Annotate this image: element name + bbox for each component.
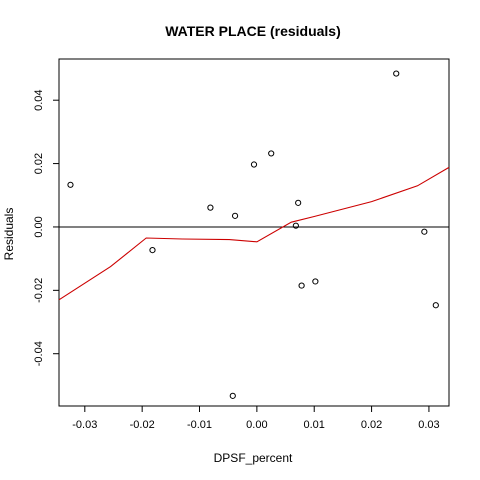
smooth-trend-line (58, 166, 450, 301)
data-point (393, 70, 400, 77)
plot-frame (58, 58, 450, 407)
data-point (229, 392, 236, 399)
x-axis-label: DPSF_percent (214, 451, 293, 465)
y-axis-label: Residuals (2, 208, 16, 261)
data-point (207, 204, 214, 211)
x-tick-label: -0.03 (72, 419, 97, 431)
data-point (312, 278, 319, 285)
y-axis: -0.04 -0.02 0.00 0.02 0.04 (33, 89, 59, 366)
x-axis: -0.03 -0.02 -0.01 0.00 0.01 0.02 0.03 (72, 406, 440, 431)
data-point (298, 282, 305, 289)
x-tick-label: 0.00 (246, 419, 267, 431)
data-point (231, 212, 239, 219)
y-tick-label: -0.04 (33, 341, 45, 366)
y-tick-label: 0.04 (33, 89, 45, 110)
data-point (421, 228, 428, 235)
x-tick-label: 0.03 (418, 419, 439, 431)
x-tick-label: -0.01 (187, 419, 212, 431)
data-point (149, 246, 156, 254)
data-point (432, 302, 439, 309)
x-tick-label: -0.02 (130, 419, 155, 431)
y-tick-label: -0.02 (33, 278, 45, 303)
y-tick-label: 0.00 (33, 216, 45, 237)
data-point (295, 199, 302, 206)
data-point (67, 181, 74, 188)
data-points (67, 70, 439, 399)
x-tick-label: 0.02 (361, 419, 382, 431)
y-tick-label: 0.02 (33, 153, 45, 174)
x-tick-label: 0.01 (304, 419, 325, 431)
data-point (292, 222, 299, 229)
data-point (268, 150, 275, 157)
data-point (250, 161, 258, 168)
chart-title: WATER PLACE (residuals) (165, 23, 341, 39)
